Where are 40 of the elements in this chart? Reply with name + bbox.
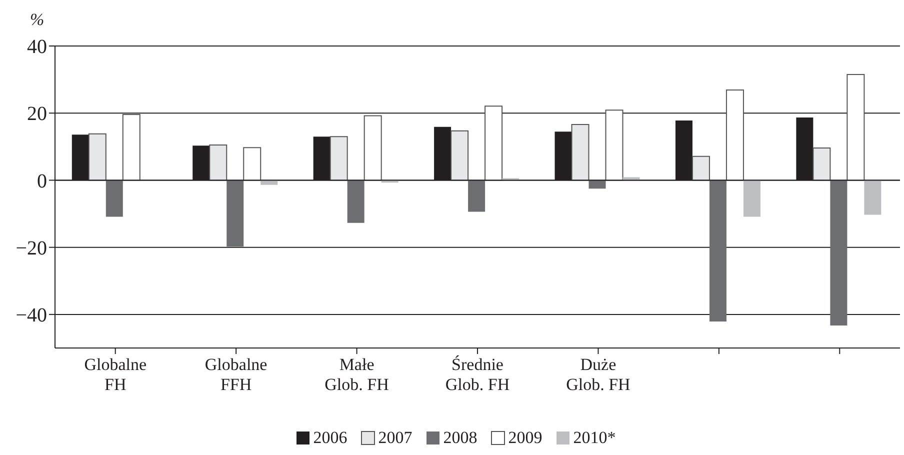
y-tick-label: 20 [27, 103, 47, 126]
x-tick-label: Duże Glob. FH [566, 355, 630, 394]
bar [484, 106, 503, 181]
bar [726, 89, 744, 181]
bar [468, 180, 486, 212]
bar [571, 124, 590, 181]
legend-label: 2009 [508, 428, 542, 448]
legend-label: 2008 [443, 428, 478, 448]
bar [846, 74, 865, 181]
bar [605, 110, 624, 181]
legend-label: 2006 [313, 428, 348, 448]
bar [743, 180, 760, 217]
y-axis-title: % [30, 10, 44, 30]
bar [347, 180, 364, 223]
bar [122, 114, 140, 181]
x-tick-label: Globalne FH [84, 355, 147, 394]
y-tick-label: −20 [16, 237, 47, 260]
legend-label: 2010* [573, 428, 616, 448]
y-tick-label: −40 [16, 304, 47, 327]
y-tick-label: 40 [27, 36, 47, 58]
bar [209, 144, 228, 181]
bar [243, 147, 262, 181]
bar [330, 136, 348, 181]
legend-label: 2007 [378, 428, 412, 448]
bar [692, 156, 710, 181]
bar [864, 180, 882, 215]
bar [812, 148, 831, 181]
bar [88, 133, 106, 181]
bar [364, 115, 382, 181]
x-tick-label: Globalne FFH [204, 355, 268, 394]
x-tick-label: Średnie Glob. FH [445, 355, 510, 394]
bar [830, 180, 848, 326]
bar [226, 180, 244, 247]
bar [450, 130, 469, 181]
bar [588, 180, 606, 189]
y-tick-label: 0 [37, 170, 47, 192]
x-tick-label: Małe Glob. FH [324, 355, 389, 394]
bar [106, 180, 123, 217]
bar [260, 180, 278, 185]
bar [709, 180, 726, 322]
